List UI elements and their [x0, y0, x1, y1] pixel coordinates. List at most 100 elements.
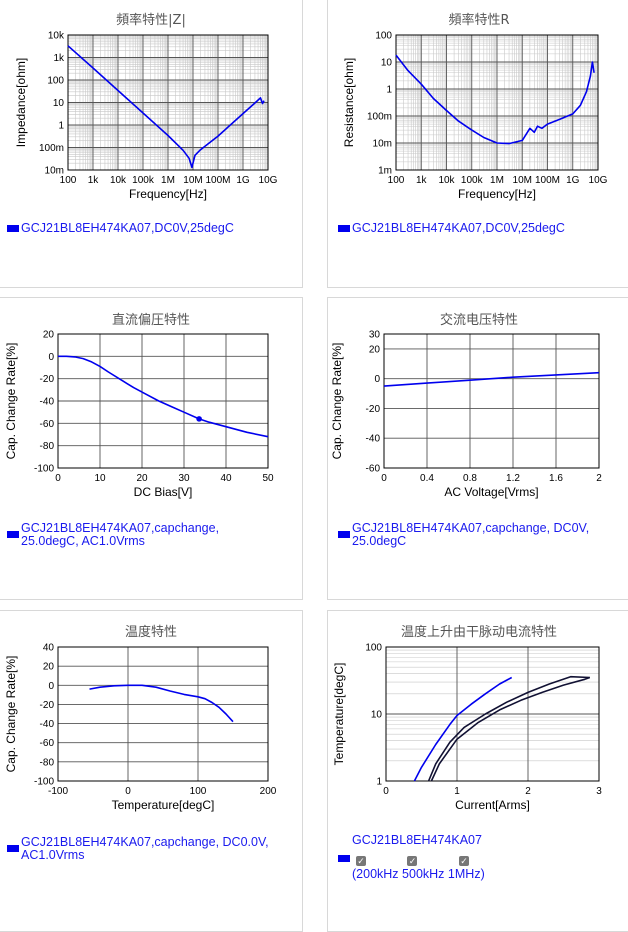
y-tick-label: -60 [40, 738, 55, 749]
x-tick-label: 100k [461, 175, 484, 186]
legend-text: GCJ21BL8EH474KA07,DC0V,25degC [21, 221, 234, 235]
x-tick-label: 10k [110, 175, 127, 186]
grid [395, 34, 599, 171]
y-tick-label: -40 [40, 719, 55, 730]
y-axis-label: Cap. Change Rate[%] [4, 656, 18, 773]
y-tick-label: 100m [367, 112, 392, 123]
plot-frame [383, 333, 600, 469]
checkbox-1mhz[interactable]: ✓ [458, 855, 469, 866]
y-axis-label: Resistance[ohm] [342, 58, 356, 147]
x-tick-label: 2 [525, 786, 531, 797]
x-tick-label: 0 [383, 786, 389, 797]
y-tick-label: -20 [40, 700, 55, 711]
data-marker [196, 416, 202, 422]
chart-panel-impedance: 頻率特性|Z| 100 1k 10k 100k 1M 10M 100M 1G 10G 10m 100… [0, 0, 303, 288]
y-axis-label: Impedance[ohm] [14, 58, 28, 147]
legend-text: GCJ21BL8EH474KA07,capchange, DC0.0V, AC1.… [21, 835, 269, 862]
series-line [395, 54, 595, 145]
x-tick-label: 20 [136, 473, 148, 484]
x-tick-label: 100 [388, 175, 405, 186]
y-tick-label: 0 [48, 681, 54, 692]
plot-frame [67, 34, 269, 171]
y-tick-label: -20 [366, 404, 381, 415]
y-tick-label: 40 [43, 643, 55, 654]
x-tick-label: 10M [183, 175, 202, 186]
x-axis-label: Current[Arms] [455, 798, 530, 812]
plot-frame [385, 646, 600, 782]
y-tick-label: 0 [374, 374, 380, 385]
y-tick-label: -40 [40, 397, 55, 408]
series-line [383, 371, 600, 387]
plot-frame [57, 333, 269, 469]
y-tick-label: 30 [369, 330, 381, 341]
chart-panel-ac-voltage: 交流电压特性 0 0.4 0.8 1.2 1.6 2 30 20 0 -20 -40 -60 AC Vo… [327, 297, 628, 600]
resistance-chart: 100 1k 10k 100k 1M 10M 100M 1G 10G 1m 10m 100m 1 10 10… [342, 31, 608, 202]
x-tick-label: 200 [260, 786, 277, 797]
panel-title: 温度上升由干脉动电流特性 [400, 625, 557, 640]
x-tick-label: 100 [190, 786, 207, 797]
y-tick-label: 10 [381, 58, 393, 69]
x-tick-label: 100M [205, 175, 230, 186]
plot-frame [57, 646, 269, 782]
checkbox-200khz[interactable]: ✓ [356, 855, 366, 866]
x-tick-label: 10G [259, 175, 278, 186]
x-tick-label: 1.6 [549, 473, 563, 484]
y-tick-label: 100 [47, 76, 64, 87]
grid [57, 333, 269, 469]
chart-panel-resistance: 頻率特性R 100 1k 10k 100k 1M 10M 100M 1G 10G 1m 10m 100… [327, 0, 628, 288]
x-axis-label: Temperature[degC] [112, 798, 215, 812]
x-tick-label: 0.8 [463, 473, 477, 484]
series-line [430, 676, 591, 782]
grid [57, 646, 269, 782]
dc-bias-chart: 0 10 20 30 40 50 20 0 -20 -40 -60 -80 -100 DC Bias[V]… [4, 330, 274, 500]
y-tick-label: 1k [53, 53, 65, 64]
legend-checkboxes: ✓ ✓ ✓ [356, 853, 469, 867]
x-tick-label: 10k [438, 175, 455, 186]
chart-panel-temperature: 温度特性 -100 0 100 200 40 20 0 -20 -40 -60 -80 -100 Tem… [0, 610, 303, 932]
panel-title: 頻率特性|Z| [116, 13, 186, 28]
grid [383, 333, 600, 469]
y-tick-label: 1 [376, 777, 382, 788]
checkbox-500khz[interactable]: ✓ [407, 855, 418, 866]
y-tick-label: 20 [43, 662, 55, 673]
plot-frame [395, 34, 599, 171]
legend-swatch [338, 855, 350, 862]
x-tick-label: 1k [416, 175, 428, 186]
y-axis-label: Cap. Change Rate[%] [4, 343, 18, 460]
legend-frequency-labels: (200kHz 500kHz 1MHz) [352, 867, 485, 881]
x-tick-label: 2 [596, 473, 602, 484]
y-tick-label: -100 [34, 777, 54, 788]
legend-swatch [7, 845, 19, 852]
y-tick-label: 10m [373, 139, 392, 150]
y-tick-label: 20 [369, 344, 381, 355]
y-tick-label: 100 [375, 31, 392, 42]
ac-voltage-chart: 0 0.4 0.8 1.2 1.6 2 30 20 0 -20 -40 -60 AC Voltage[V… [330, 330, 602, 500]
impedance-chart: 100 1k 10k 100k 1M 10M 100M 1G 10G 10m 100m 1 10 100 1… [14, 31, 278, 202]
x-tick-label: 100 [60, 175, 77, 186]
series-line [427, 675, 590, 782]
legend-text: GCJ21BL8EH474KA07,capchange, 25.0degC, AC… [21, 521, 220, 548]
legend-text: GCJ21BL8EH474KA07,DC0V,25degC [352, 221, 565, 235]
series-line [67, 45, 265, 169]
legend-text: GCJ21BL8EH474KA07 [352, 833, 482, 847]
y-tick-label: 10m [45, 166, 64, 177]
x-tick-label: -100 [48, 786, 68, 797]
y-tick-label: -60 [366, 464, 381, 475]
y-tick-label: 10 [53, 98, 65, 109]
series-line [58, 355, 269, 438]
panel-title: 頻率特性R [448, 13, 510, 28]
x-tick-label: 3 [596, 786, 602, 797]
x-tick-label: 1 [454, 786, 460, 797]
legend-swatch [338, 225, 350, 232]
x-tick-label: 1k [88, 175, 100, 186]
y-tick-label: 1m [378, 166, 392, 177]
x-axis-label: AC Voltage[Vrms] [444, 485, 538, 499]
y-tick-label: 100 [365, 643, 382, 654]
x-tick-label: 1.2 [506, 473, 520, 484]
y-tick-label: -80 [40, 441, 55, 452]
panel-title: 温度特性 [124, 625, 177, 640]
y-tick-label: -100 [34, 464, 54, 475]
x-tick-label: 10 [94, 473, 106, 484]
legend-text: GCJ21BL8EH474KA07,capchange, DC0V, 25.0de… [352, 521, 590, 548]
